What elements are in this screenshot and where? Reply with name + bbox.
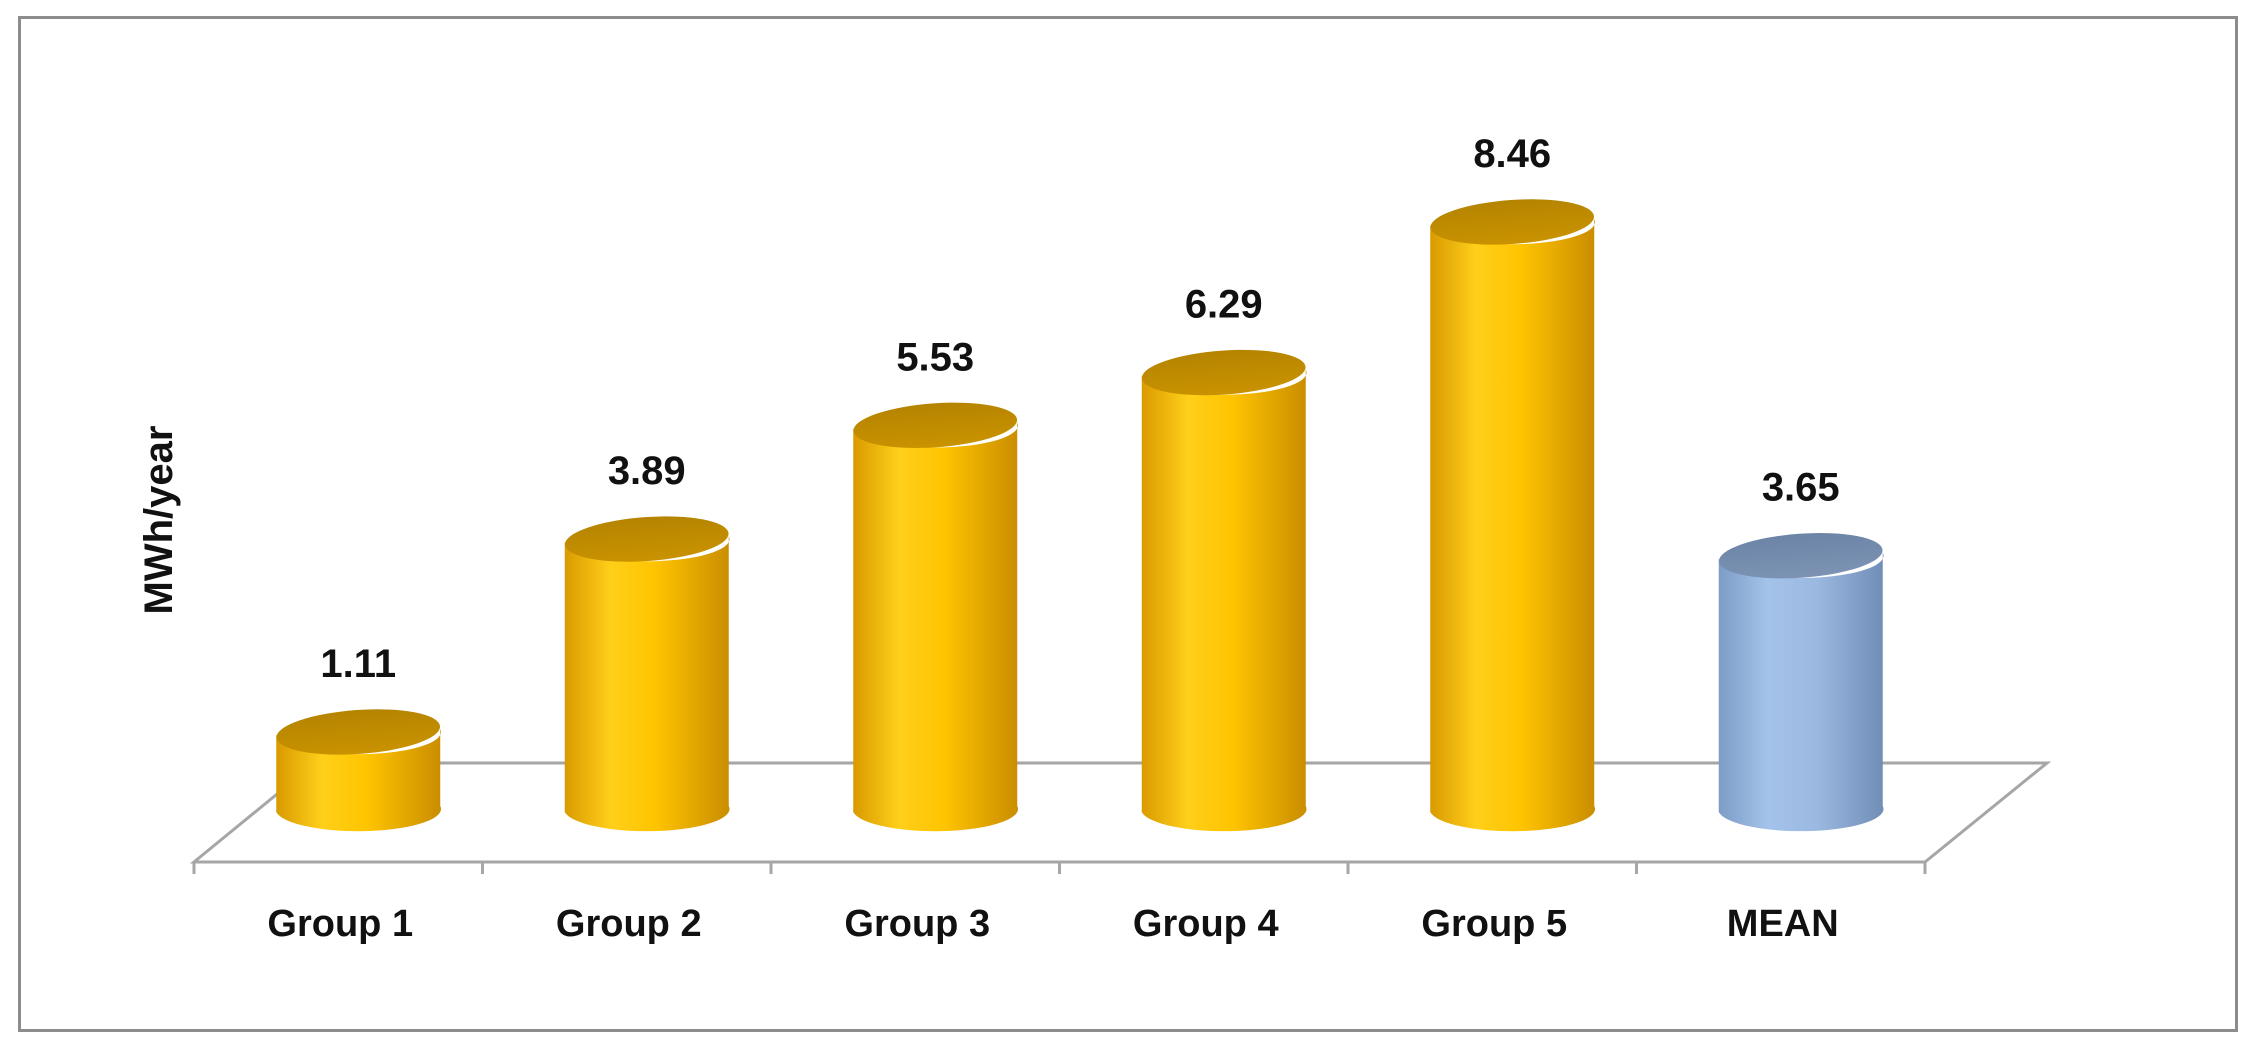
bar-top xyxy=(1718,533,1883,579)
category-label: Group 4 xyxy=(1133,903,1279,945)
bar-body xyxy=(1141,369,1307,832)
bar-6 xyxy=(1718,533,1884,832)
bar-5 xyxy=(1430,199,1596,832)
bar-top xyxy=(853,402,1018,448)
bar-body xyxy=(853,422,1019,832)
chart-floor xyxy=(189,761,2052,874)
bar-top xyxy=(1430,199,1595,245)
bars-group xyxy=(276,199,1884,832)
category-label: Group 2 xyxy=(556,903,702,945)
value-label: 3.89 xyxy=(608,449,686,493)
value-label: 6.29 xyxy=(1185,283,1263,327)
category-labels-group: Group 1 Group 2 Group 3 Group 4 Group 5 MEAN xyxy=(267,903,1838,945)
bar-1 xyxy=(276,709,442,832)
category-label: Group 5 xyxy=(1421,903,1567,945)
bar-4 xyxy=(1141,349,1307,832)
category-label: Group 1 xyxy=(267,903,413,945)
value-label: 8.46 xyxy=(1473,132,1551,176)
bar-body xyxy=(1430,218,1596,832)
bar-top xyxy=(1141,349,1306,396)
bar-2 xyxy=(564,516,730,832)
value-label: 1.11 xyxy=(320,642,396,686)
bar-body xyxy=(276,728,442,832)
bar-3 xyxy=(853,402,1019,832)
bar-top xyxy=(564,516,729,562)
category-label: MEAN xyxy=(1727,903,1839,945)
bar-top xyxy=(276,709,441,755)
y-axis-label: MWh/year xyxy=(137,426,181,615)
category-label: Group 3 xyxy=(844,903,990,945)
bar-body xyxy=(564,536,730,832)
bar-body xyxy=(1718,552,1884,832)
value-label: 3.65 xyxy=(1762,466,1840,510)
value-labels-group: 1.11 3.89 5.53 6.29 8.46 3.65 xyxy=(320,132,1839,686)
value-label: 5.53 xyxy=(896,335,974,379)
